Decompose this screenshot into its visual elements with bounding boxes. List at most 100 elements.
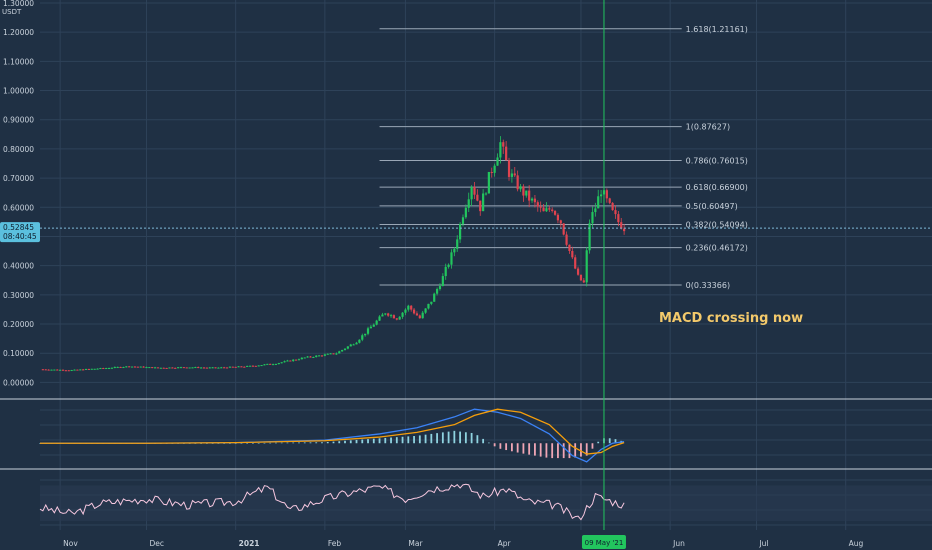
candle-body <box>378 316 381 321</box>
candle-body <box>70 370 73 372</box>
candle-body <box>530 198 534 201</box>
candle-body <box>303 357 306 359</box>
candle-body <box>90 368 93 370</box>
candle-body <box>269 363 272 365</box>
macd-histogram-bar <box>510 443 513 452</box>
macd-histogram-bar <box>217 443 220 444</box>
candle-body <box>467 199 470 208</box>
candle-body <box>473 186 476 195</box>
candle-body <box>421 312 424 319</box>
macd-histogram-bar <box>407 436 410 444</box>
candle-body <box>179 367 183 369</box>
macd-histogram-bar <box>522 443 525 454</box>
macd-histogram-bar <box>361 439 364 444</box>
candle-body <box>76 369 79 371</box>
macd-signal-line <box>40 408 625 455</box>
macd-histogram-bar <box>246 443 249 444</box>
macd-pane <box>39 408 625 463</box>
candle-body <box>73 369 76 371</box>
macd-histogram-bar <box>459 431 462 444</box>
macd-histogram-bar <box>401 436 404 444</box>
macd-histogram-bar <box>464 432 467 444</box>
candle-body <box>240 366 243 368</box>
candle-body <box>225 367 229 369</box>
candle-body <box>153 367 157 369</box>
candle-body <box>542 207 545 212</box>
macd-histogram-bar <box>424 434 427 444</box>
macd-histogram-bar <box>539 443 542 457</box>
candle-body <box>459 223 462 240</box>
candle-body <box>395 318 398 320</box>
candle-body <box>591 212 594 224</box>
candle-body <box>415 313 419 316</box>
candle-body <box>464 207 467 218</box>
macd-histogram-bar <box>493 443 496 447</box>
macd-histogram-bar <box>562 443 565 459</box>
time-tick-label: 2021 <box>239 539 260 548</box>
candle-body <box>571 250 574 258</box>
macd-histogram-bar <box>263 442 266 444</box>
candle-body <box>585 250 588 283</box>
candle-body <box>536 202 539 207</box>
candle-body <box>93 368 96 370</box>
candle-body <box>188 367 191 369</box>
macd-histogram-bar <box>240 443 243 444</box>
candle-body <box>202 367 206 369</box>
macd-histogram-bar <box>275 442 277 444</box>
candle-body <box>223 367 226 369</box>
candle-body <box>56 369 59 371</box>
candle-body <box>139 366 142 368</box>
price-tick-label: 1.00000 <box>3 87 34 96</box>
price-tick-label: 1.10000 <box>3 57 34 66</box>
current-price-tag: 0.52845 08:40:45 <box>0 222 40 243</box>
price-tick-label: 0.20000 <box>3 320 34 329</box>
candle-body <box>133 366 137 368</box>
candle-body <box>82 369 85 371</box>
candle-body <box>159 367 162 369</box>
macd-histogram-bar <box>326 442 329 444</box>
price-axis[interactable]: USDT 1.30000 1.20000 1.10000 1.00000 0.90000… <box>2 0 34 387</box>
candle-body <box>231 366 234 368</box>
macd-histogram-bar <box>292 442 295 444</box>
candle-body <box>148 367 151 369</box>
candle-body <box>323 354 326 356</box>
candle-body <box>427 303 430 309</box>
rsi-band <box>40 485 932 522</box>
candle-body <box>617 214 620 223</box>
candle-body <box>522 186 525 196</box>
candle-body <box>539 206 542 208</box>
candle-body <box>407 305 410 310</box>
candle-body <box>398 316 401 320</box>
candle-body <box>228 366 232 368</box>
macd-histogram-bar <box>309 442 312 444</box>
macd-histogram-bar <box>367 439 369 444</box>
candle-body <box>309 356 312 358</box>
candle-body <box>424 308 427 313</box>
candle-body <box>197 367 200 369</box>
price-tick-label: 0.40000 <box>3 262 34 271</box>
candle-body <box>237 366 240 368</box>
macd-histogram-bar <box>395 437 398 444</box>
candle-body <box>156 367 160 369</box>
macd-histogram-bar <box>545 443 548 458</box>
candle-body <box>453 248 456 253</box>
candle-body <box>292 359 295 362</box>
macd-histogram-bar <box>418 435 421 444</box>
macd-histogram-bar <box>436 433 438 444</box>
fibonacci-retracement[interactable]: 1.618(1.21161) 1(0.87627) 0.786(0.76015) 0.… <box>379 25 748 290</box>
macd-histogram-bar <box>568 443 571 459</box>
price-tick-label: 0.80000 <box>3 145 34 154</box>
annotation-text: MACD crossing now <box>659 311 803 326</box>
candle-body <box>375 320 378 325</box>
macd-histogram-bar <box>591 443 594 449</box>
candle-body <box>461 217 465 224</box>
macd-histogram-bar <box>390 437 392 444</box>
candle-body <box>122 367 125 369</box>
rsi-line <box>39 483 625 521</box>
candle-body <box>142 366 145 368</box>
candle-body <box>545 208 548 212</box>
macd-histogram-bar <box>516 443 519 453</box>
macd-histogram-bar <box>355 439 358 444</box>
